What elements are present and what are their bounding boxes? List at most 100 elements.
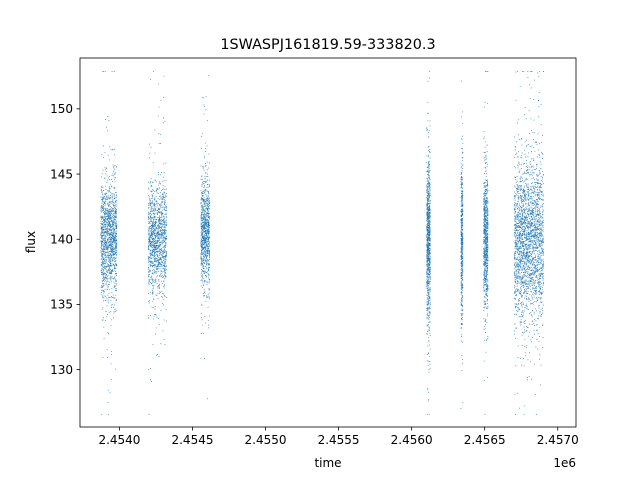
data-point (461, 273, 463, 275)
data-point (206, 204, 208, 206)
data-point (153, 193, 155, 194)
data-point (103, 250, 105, 252)
data-point (112, 227, 114, 229)
data-point (164, 192, 166, 194)
data-point (112, 250, 114, 252)
data-point (202, 248, 204, 249)
data-point (103, 268, 105, 269)
data-point (158, 232, 159, 234)
data-point (203, 257, 205, 259)
data-point (462, 255, 464, 257)
data-point (428, 207, 429, 208)
data-point (109, 190, 110, 192)
data-point (428, 280, 430, 282)
data-point (113, 312, 115, 314)
data-point (111, 264, 113, 266)
data-point (208, 224, 210, 226)
data-point (158, 221, 160, 223)
data-point (163, 260, 164, 261)
data-point (106, 196, 107, 198)
data-point (101, 200, 103, 201)
data-point (102, 239, 104, 241)
data-point (205, 151, 206, 153)
data-point (111, 185, 113, 187)
data-point (113, 251, 115, 252)
data-point (107, 276, 108, 278)
data-point (429, 197, 431, 199)
data-point (158, 259, 160, 261)
data-point (428, 231, 430, 232)
data-point (426, 265, 428, 267)
data-point (204, 253, 206, 255)
data-point (149, 239, 151, 241)
data-point (205, 276, 207, 278)
data-point (208, 230, 210, 232)
data-point (429, 320, 431, 322)
data-point (427, 212, 429, 214)
data-point (109, 257, 111, 258)
data-point (113, 229, 115, 230)
data-point (462, 204, 464, 206)
data-point (101, 271, 103, 273)
data-point (428, 195, 430, 197)
data-point (157, 232, 159, 234)
data-point (163, 339, 165, 341)
data-point (429, 253, 431, 254)
data-point (426, 252, 428, 254)
data-point (206, 229, 208, 231)
data-point (426, 333, 428, 335)
data-point (111, 247, 113, 249)
data-point (201, 278, 203, 280)
data-point (155, 327, 157, 329)
data-point (426, 313, 428, 315)
data-point (203, 288, 205, 290)
data-point (106, 255, 108, 257)
data-point (100, 234, 102, 236)
data-point (461, 308, 463, 310)
data-point (103, 215, 105, 217)
data-point (201, 259, 203, 261)
data-point (166, 253, 167, 254)
data-point (162, 185, 164, 187)
data-point (151, 272, 153, 274)
data-point (110, 297, 112, 299)
data-point (113, 237, 115, 239)
data-point (460, 197, 462, 199)
data-point (429, 344, 430, 346)
data-point (429, 201, 431, 203)
data-point (426, 286, 428, 288)
data-point (428, 208, 430, 210)
data-point (114, 164, 116, 166)
data-point (428, 232, 430, 234)
data-point (110, 224, 111, 226)
data-point (108, 296, 110, 298)
data-point (116, 283, 118, 285)
data-point (147, 218, 149, 220)
data-point (116, 230, 117, 232)
data-point (426, 167, 428, 168)
data-point (460, 264, 462, 266)
data-point (203, 333, 205, 335)
data-point (152, 290, 153, 291)
data-point (462, 286, 464, 288)
data-point (106, 215, 108, 217)
data-point (114, 154, 115, 156)
data-point (204, 247, 206, 248)
data-point (427, 183, 429, 185)
data-point (426, 294, 428, 296)
data-point (205, 248, 206, 250)
data-point (152, 239, 154, 241)
data-point (427, 193, 429, 195)
data-point (101, 228, 103, 230)
data-point (201, 233, 203, 234)
data-point (158, 356, 160, 358)
data-point (203, 237, 205, 239)
data-point (111, 219, 113, 221)
data-point (150, 181, 151, 183)
data-point (152, 298, 154, 300)
data-point (153, 203, 155, 205)
data-point (114, 250, 116, 252)
data-point (109, 221, 110, 223)
data-point (201, 214, 203, 216)
data-point (460, 172, 462, 174)
